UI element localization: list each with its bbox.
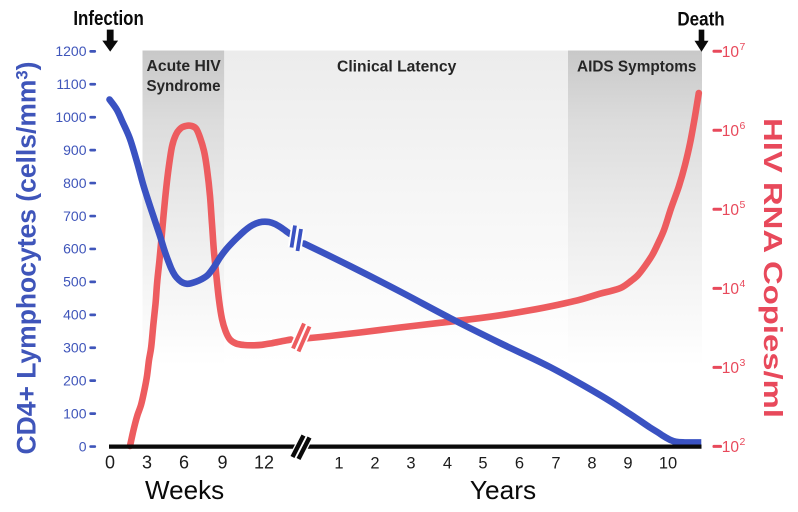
svg-text:9: 9	[623, 455, 632, 473]
svg-text:500: 500	[63, 274, 87, 290]
svg-text:102: 102	[722, 436, 746, 456]
svg-text:Death: Death	[677, 8, 724, 30]
svg-text:600: 600	[63, 241, 87, 257]
svg-text:HIV RNA Copies/ml: HIV RNA Copies/ml	[758, 118, 788, 418]
svg-text:10: 10	[659, 455, 677, 473]
svg-text:3: 3	[406, 455, 415, 473]
svg-text:1000: 1000	[55, 109, 86, 125]
svg-text:Weeks: Weeks	[145, 475, 224, 505]
svg-text:900: 900	[63, 142, 87, 158]
svg-text:1: 1	[334, 455, 343, 473]
svg-text:Acute HIV: Acute HIV	[147, 58, 222, 75]
svg-text:Infection: Infection	[73, 7, 144, 30]
svg-text:Syndrome: Syndrome	[147, 78, 221, 95]
svg-text:106: 106	[722, 120, 746, 140]
svg-text:5: 5	[478, 455, 487, 473]
svg-text:8: 8	[587, 455, 596, 473]
svg-text:CD4+ Lymphocytes (cells/mm3): CD4+ Lymphocytes (cells/mm3)	[12, 62, 42, 455]
svg-text:200: 200	[63, 372, 87, 388]
svg-text:800: 800	[63, 175, 87, 191]
svg-text:0: 0	[79, 438, 87, 454]
svg-text:7: 7	[551, 455, 560, 473]
svg-text:6: 6	[515, 455, 524, 473]
svg-text:300: 300	[63, 340, 87, 356]
svg-text:9: 9	[217, 453, 227, 473]
svg-text:4: 4	[443, 455, 452, 473]
svg-text:Years: Years	[470, 475, 536, 505]
svg-text:100: 100	[63, 405, 87, 421]
svg-text:400: 400	[63, 307, 87, 323]
svg-text:3: 3	[142, 453, 152, 473]
svg-text:103: 103	[722, 357, 746, 377]
svg-text:700: 700	[63, 208, 87, 224]
svg-text:105: 105	[722, 199, 746, 219]
svg-text:6: 6	[179, 453, 189, 473]
svg-text:Clinical Latency: Clinical Latency	[337, 59, 457, 76]
svg-text:12: 12	[254, 453, 274, 473]
svg-text:0: 0	[105, 453, 115, 473]
svg-text:AIDS Symptoms: AIDS Symptoms	[577, 59, 696, 76]
svg-text:104: 104	[722, 278, 746, 298]
svg-text:1200: 1200	[55, 43, 86, 59]
svg-text:1100: 1100	[56, 76, 86, 92]
svg-text:107: 107	[722, 41, 746, 61]
svg-text:2: 2	[370, 455, 379, 473]
